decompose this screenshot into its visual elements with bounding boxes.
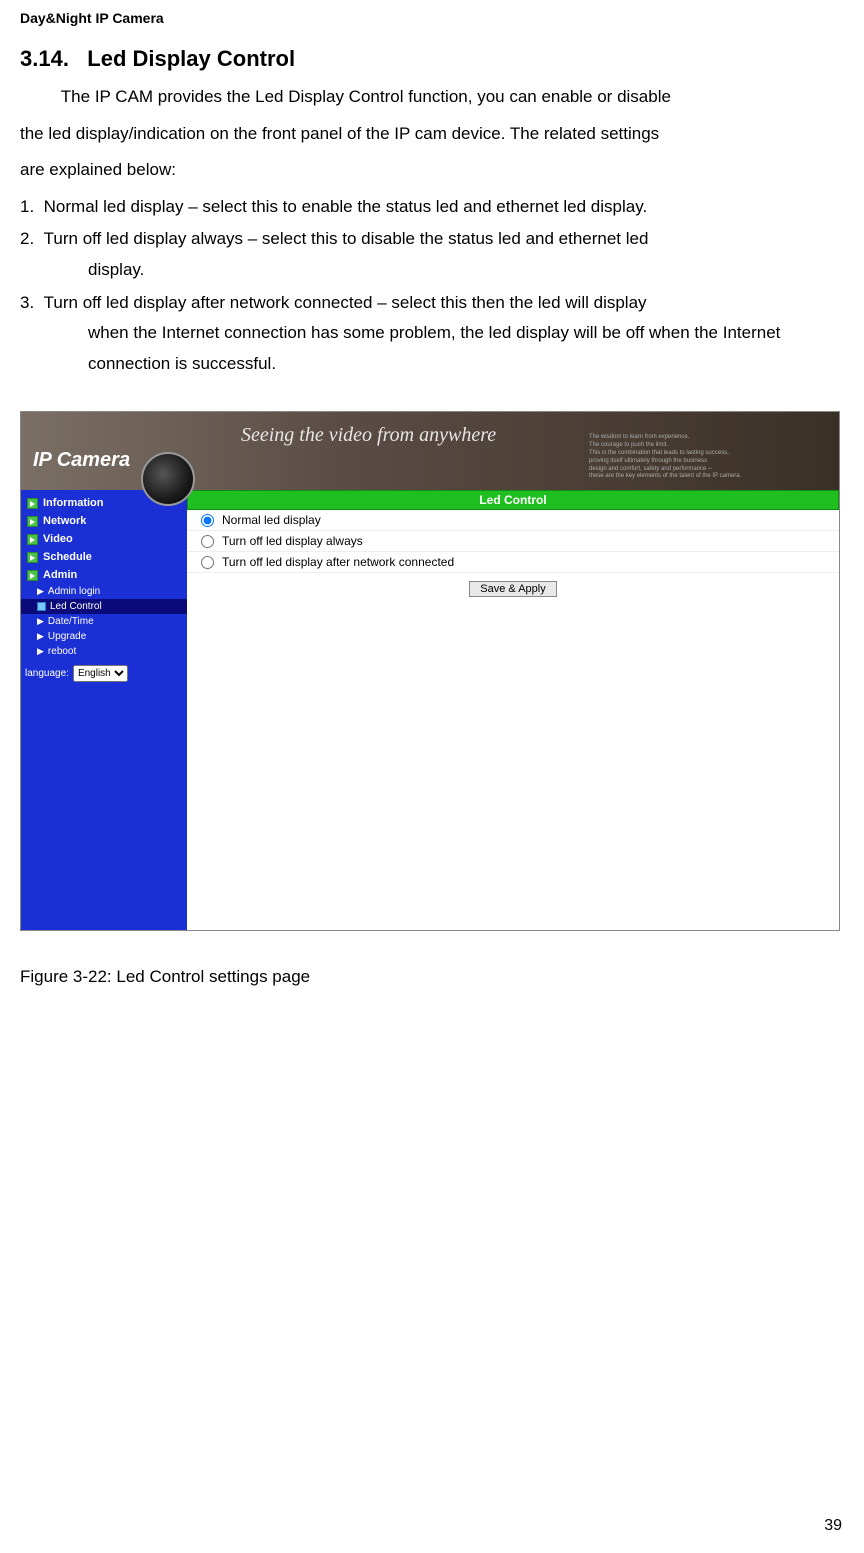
banner-logo: IP Camera (21, 431, 130, 472)
option-label: Turn off led display after network conne… (222, 555, 454, 569)
section-heading: 3.14. Led Display Control (20, 46, 844, 72)
language-label: language: (25, 668, 69, 679)
sidebar-label: Network (43, 515, 86, 527)
option-label: Normal led display (222, 513, 321, 527)
intro-line-3: are explained below: (20, 155, 844, 186)
save-apply-button[interactable]: Save & Apply (469, 581, 556, 597)
app-body: Information Network Video Schedule Admin… (21, 490, 839, 930)
sidebar-item-admin[interactable]: Admin (21, 566, 187, 584)
explanation-list: 1. Normal led display – select this to e… (20, 192, 844, 380)
camera-lens-graphic (141, 452, 195, 506)
sidebar-sub-date-time[interactable]: ▶ Date/Time (21, 614, 187, 629)
sidebar-item-network[interactable]: Network (21, 512, 187, 530)
sidebar-label: Information (43, 497, 104, 509)
expand-icon (27, 516, 38, 527)
item-num: 3. (20, 293, 34, 312)
sidebar-item-video[interactable]: Video (21, 530, 187, 548)
language-select[interactable]: English (73, 665, 128, 682)
sub-label: Date/Time (48, 616, 94, 627)
sidebar-item-schedule[interactable]: Schedule (21, 548, 187, 566)
sub-label: Led Control (50, 601, 102, 612)
sidebar-label: Video (43, 533, 73, 545)
cube-icon (37, 602, 46, 611)
figure-caption: Figure 3-22: Led Control settings page (20, 967, 844, 987)
chevron-icon: ▶ (37, 616, 44, 627)
item-cont: display. (54, 255, 844, 286)
list-item-1: 1. Normal led display – select this to e… (20, 192, 844, 223)
banner: IP Camera Seeing the video from anywhere… (21, 412, 839, 490)
list-item-2: 2. Turn off led display always – select … (20, 224, 844, 285)
expand-icon (27, 552, 38, 563)
item-num: 1. (20, 197, 34, 216)
item-text: Turn off led display after network conne… (44, 293, 647, 312)
radio-off-after-connect[interactable] (201, 556, 214, 569)
option-off-always[interactable]: Turn off led display always (187, 531, 839, 552)
sidebar-label: Schedule (43, 551, 92, 563)
banner-slogan: Seeing the video from anywhere (241, 424, 496, 447)
chevron-icon: ▶ (37, 646, 44, 657)
intro-line-2: the led display/indication on the front … (20, 119, 844, 150)
option-off-after-connect[interactable]: Turn off led display after network conne… (187, 552, 839, 573)
item-text: Normal led display – select this to enab… (44, 197, 648, 216)
button-row: Save & Apply (187, 573, 839, 603)
radio-normal[interactable] (201, 514, 214, 527)
sidebar: Information Network Video Schedule Admin… (21, 490, 187, 930)
option-label: Turn off led display always (222, 534, 363, 548)
chevron-icon: ▶ (37, 631, 44, 642)
sub-label: Upgrade (48, 631, 86, 642)
list-item-3: 3. Turn off led display after network co… (20, 288, 844, 380)
sub-label: Admin login (48, 586, 100, 597)
panel-title: Led Control (187, 490, 839, 510)
doc-header: Day&Night IP Camera (20, 10, 844, 26)
expand-icon (27, 570, 38, 581)
sidebar-label: Admin (43, 569, 77, 581)
section-title-text: Led Display Control (87, 46, 295, 71)
embedded-screenshot: IP Camera Seeing the video from anywhere… (20, 411, 840, 931)
expand-icon (27, 534, 38, 545)
section-number: 3.14. (20, 46, 69, 71)
sidebar-sub-led-control[interactable]: Led Control (21, 599, 187, 614)
option-normal[interactable]: Normal led display (187, 510, 839, 531)
item-cont: when the Internet connection has some pr… (54, 318, 844, 379)
sub-label: reboot (48, 646, 76, 657)
chevron-icon: ▶ (37, 586, 44, 597)
sidebar-sub-reboot[interactable]: ▶ reboot (21, 644, 187, 659)
item-text: Turn off led display always – select thi… (44, 229, 649, 248)
page-number: 39 (824, 1517, 842, 1535)
sidebar-sub-admin-login[interactable]: ▶ Admin login (21, 584, 187, 599)
content-panel: Led Control Normal led display Turn off … (187, 490, 839, 930)
banner-fineprint: The wisdom to learn from experience.The … (589, 434, 809, 481)
expand-icon (27, 498, 38, 509)
radio-off-always[interactable] (201, 535, 214, 548)
sidebar-sub-upgrade[interactable]: ▶ Upgrade (21, 629, 187, 644)
intro-line-1: The IP CAM provides the Led Display Cont… (20, 82, 844, 113)
item-num: 2. (20, 229, 34, 248)
language-row: language: English (21, 659, 187, 688)
